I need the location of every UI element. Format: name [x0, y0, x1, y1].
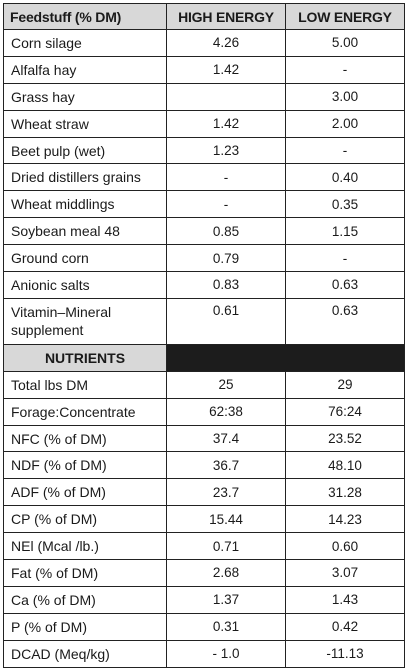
feedstuff-name: Grass hay [3, 82, 167, 111]
high-energy-value: 0.71 [166, 532, 286, 561]
high-energy-value: - 1.0 [166, 639, 286, 668]
low-energy-value: 3.00 [285, 82, 405, 111]
header-high-energy: HIGH ENERGY [166, 3, 286, 30]
low-energy-value: - [285, 136, 405, 165]
feedstuff-name: Wheat middlings [3, 190, 167, 219]
feedstuff-row: Grass hay 3.00 [3, 82, 405, 111]
high-energy-value: 0.31 [166, 612, 286, 641]
low-energy-value: 0.40 [285, 163, 405, 192]
nutrient-name: Ca (% of DM) [3, 585, 167, 614]
header-low-energy: LOW ENERGY [285, 3, 405, 30]
feedstuff-row: Wheat middlings - 0.35 [3, 190, 405, 219]
nutrient-row: NDF (% of DM) 36.7 48.10 [3, 451, 405, 480]
high-energy-value: - [166, 163, 286, 192]
nutrient-name: CP (% of DM) [3, 505, 167, 534]
low-energy-value: 0.63 [285, 297, 405, 345]
nutrients-header-filler [166, 343, 405, 372]
low-energy-value: 0.42 [285, 612, 405, 641]
high-energy-value: 0.79 [166, 244, 286, 273]
high-energy-value: 2.68 [166, 559, 286, 587]
nutrients-heading: NUTRIENTS [3, 343, 167, 372]
high-energy-value: - [166, 190, 286, 219]
low-energy-value: 3.07 [285, 559, 405, 587]
feedstuff-row: Dried distillers grains - 0.40 [3, 163, 405, 192]
nutrient-name: Total lbs DM [3, 370, 167, 399]
feedstuff-row: Ground corn 0.79 - [3, 244, 405, 273]
nutrient-row: Forage:Concentrate 62:38 76:24 [3, 397, 405, 426]
low-energy-value: 1.43 [285, 585, 405, 614]
feedstuff-name: Soybean meal 48 [3, 217, 167, 246]
low-energy-value: 31.28 [285, 478, 405, 507]
feedstuff-name: Dried distillers grains [3, 163, 167, 192]
feedstuff-name: Vitamin–Mineral supplement [3, 297, 167, 345]
high-energy-value: 4.26 [166, 29, 286, 57]
low-energy-value: 76:24 [285, 397, 405, 426]
low-energy-value: 0.35 [285, 190, 405, 219]
low-energy-value: -11.13 [285, 639, 405, 668]
high-energy-value: 0.83 [166, 271, 286, 299]
low-energy-value: 2.00 [285, 109, 405, 138]
high-energy-value: 37.4 [166, 424, 286, 453]
low-energy-value: 0.60 [285, 532, 405, 561]
feedstuff-name: Wheat straw [3, 109, 167, 138]
nutrient-row: NEl (Mcal /lb.) 0.71 0.60 [3, 532, 405, 561]
nutrient-name: NDF (% of DM) [3, 451, 167, 480]
nutrient-name: ADF (% of DM) [3, 478, 167, 507]
high-energy-value: 1.23 [166, 136, 286, 165]
high-energy-value: 36.7 [166, 451, 286, 480]
nutrient-row: CP (% of DM) 15.44 14.23 [3, 505, 405, 534]
high-energy-value [166, 82, 286, 111]
high-energy-value: 0.85 [166, 217, 286, 246]
high-energy-value: 25 [166, 370, 286, 399]
ration-table: Feedstuff (% DM) HIGH ENERGY LOW ENERGY … [3, 3, 405, 668]
nutrient-row: DCAD (Meq/kg) - 1.0 -11.13 [3, 639, 405, 668]
high-energy-value: 1.42 [166, 55, 286, 84]
nutrient-row: Total lbs DM 25 29 [3, 370, 405, 399]
feedstuff-name: Ground corn [3, 244, 167, 273]
nutrient-name: P (% of DM) [3, 612, 167, 641]
high-energy-value: 62:38 [166, 397, 286, 426]
low-energy-value: 23.52 [285, 424, 405, 453]
nutrient-name: NFC (% of DM) [3, 424, 167, 453]
feedstuff-row: Beet pulp (wet) 1.23 - [3, 136, 405, 165]
feedstuff-row: Wheat straw 1.42 2.00 [3, 109, 405, 138]
nutrients-section-row: NUTRIENTS [3, 343, 405, 372]
low-energy-value: 0.63 [285, 271, 405, 299]
feedstuff-row: Alfalfa hay 1.42 - [3, 55, 405, 84]
nutrient-name: Forage:Concentrate [3, 397, 167, 426]
nutrient-row: Ca (% of DM) 1.37 1.43 [3, 585, 405, 614]
feedstuff-row: Soybean meal 48 0.85 1.15 [3, 217, 405, 246]
high-energy-value: 23.7 [166, 478, 286, 507]
low-energy-value: - [285, 55, 405, 84]
low-energy-value: 14.23 [285, 505, 405, 534]
feedstuff-name: Corn silage [3, 29, 167, 57]
high-energy-value: 0.61 [166, 297, 286, 345]
high-energy-value: 1.42 [166, 109, 286, 138]
feedstuff-name: Anionic salts [3, 271, 167, 299]
high-energy-value: 1.37 [166, 585, 286, 614]
low-energy-value: 29 [285, 370, 405, 399]
feedstuff-name: Alfalfa hay [3, 55, 167, 84]
nutrient-row: NFC (% of DM) 37.4 23.52 [3, 424, 405, 453]
nutrient-row: ADF (% of DM) 23.7 31.28 [3, 478, 405, 507]
feedstuff-row: Vitamin–Mineral supplement 0.61 0.63 [3, 297, 405, 345]
nutrient-name: Fat (% of DM) [3, 559, 167, 587]
high-energy-value: 15.44 [166, 505, 286, 534]
nutrient-name: NEl (Mcal /lb.) [3, 532, 167, 561]
feedstuff-name: Beet pulp (wet) [3, 136, 167, 165]
low-energy-value: 5.00 [285, 29, 405, 57]
header-feedstuff: Feedstuff (% DM) [3, 3, 167, 30]
feedstuff-row: Corn silage 4.26 5.00 [3, 29, 405, 57]
low-energy-value: 48.10 [285, 451, 405, 480]
nutrient-row: P (% of DM) 0.31 0.42 [3, 612, 405, 641]
low-energy-value: - [285, 244, 405, 273]
feedstuff-row: Anionic salts 0.83 0.63 [3, 271, 405, 299]
nutrient-row: Fat (% of DM) 2.68 3.07 [3, 559, 405, 587]
nutrient-name: DCAD (Meq/kg) [3, 639, 167, 668]
header-row: Feedstuff (% DM) HIGH ENERGY LOW ENERGY [3, 3, 405, 30]
low-energy-value: 1.15 [285, 217, 405, 246]
